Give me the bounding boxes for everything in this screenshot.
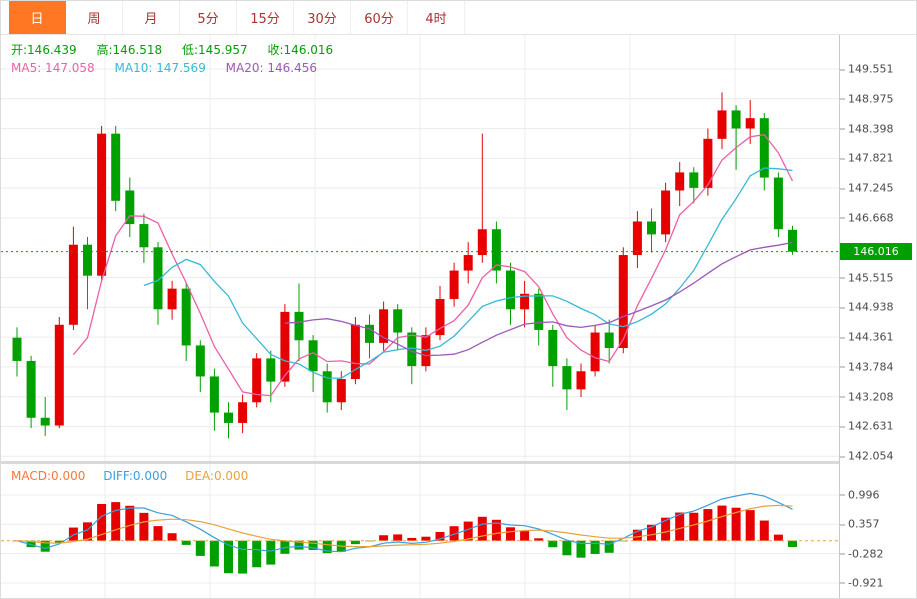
y-axis-label: 142.054 [840,449,894,463]
y-axis-label: 147.821 [840,151,894,165]
tab-5min[interactable]: 5分 [180,1,237,34]
tab-day[interactable]: 日 [9,1,66,34]
price-axis: 149.551 148.975 148.398 147.821 147.245 146.6… [839,35,916,598]
grid-layer [1,35,839,461]
tab-week[interactable]: 周 [66,1,123,34]
tab-month[interactable]: 月 [123,1,180,34]
ma10-value: MA10: 147.569 [114,61,206,75]
tab-4hour[interactable]: 4时 [408,1,465,34]
ma20-value: MA20: 146.456 [225,61,317,75]
y-axis-label: 147.245 [840,181,894,195]
y-axis-label: 149.551 [840,62,894,76]
ma-legend: MA5: 147.058 MA10: 147.569 MA20: 146.456 [11,61,333,75]
y-axis-label: 143.784 [840,360,894,374]
y-axis-label: 143.208 [840,390,894,404]
diff-line [16,492,793,553]
ohlc-high: 高:146.518 [96,43,163,57]
diff-value: DIFF:0.000 [103,469,168,483]
dea-line [16,504,793,548]
candlestick-chart[interactable] [1,35,839,461]
tab-60min[interactable]: 60分 [351,1,408,34]
tab-15min[interactable]: 15分 [237,1,294,34]
y-axis-label: 144.938 [840,300,894,314]
y-axis-label: 0.996 [840,488,880,502]
macd-value: MACD:0.000 [11,469,86,483]
y-axis-label: 145.515 [840,271,894,285]
current-price-tag: 146.016 [840,243,912,261]
ohlc-legend: 开:146.439 高:146.518 低:145.957 收:146.016 [11,41,349,58]
ma10-line [143,167,793,379]
y-axis-label: -0.921 [839,576,884,590]
macd-chart[interactable] [1,464,839,599]
ohlc-close: 收:146.016 [267,43,334,57]
y-axis-label: 144.361 [840,330,894,344]
ma5-line [72,134,794,397]
y-axis-label: -0.282 [839,547,884,561]
candles-layer [12,92,797,439]
y-axis-label: 0.357 [840,517,880,531]
y-axis-label: 142.631 [840,419,894,433]
macd-histogram [12,502,797,574]
ma20-line [284,241,793,357]
y-axis-label: 146.668 [840,211,894,225]
ma5-value: MA5: 147.058 [11,61,95,75]
ohlc-low: 低:145.957 [182,43,248,57]
panel-divider [1,461,916,464]
y-axis-label: 148.975 [840,92,894,106]
timeframe-tabs: 日 周 月 5分 15分 30分 60分 4时 [1,1,916,35]
ohlc-open: 开:146.439 [11,43,77,57]
tab-30min[interactable]: 30分 [294,1,351,34]
dea-value: DEA:0.000 [185,469,249,483]
macd-legend: MACD:0.000 DIFF:0.000 DEA:0.000 [11,469,262,483]
y-axis-label: 148.398 [840,122,894,136]
macd-grid-layer [1,464,839,598]
